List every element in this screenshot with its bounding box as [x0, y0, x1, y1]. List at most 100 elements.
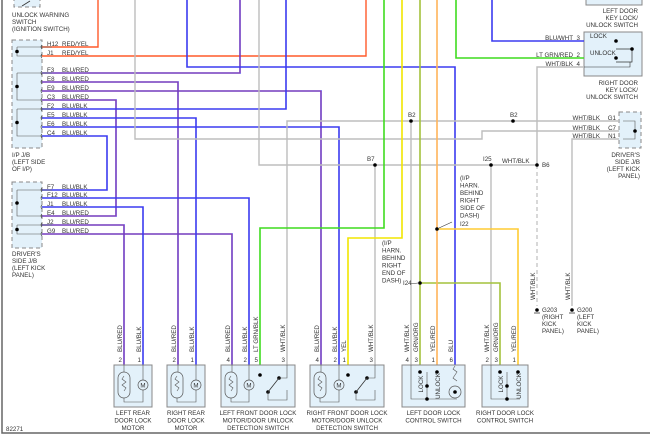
wire-label: YEL/RED — [511, 325, 518, 352]
splice-i25 — [489, 163, 493, 167]
wire-label: BLU/RED — [171, 325, 178, 352]
wire-label: BLU/RED — [314, 325, 321, 352]
pin-number: N1 — [608, 133, 616, 140]
component-label: PANEL) — [12, 272, 34, 279]
pin-number: C4 — [47, 130, 55, 137]
pin-number: 4 — [577, 61, 581, 68]
led-icon — [448, 385, 462, 399]
wire-lt-grn-red — [455, 0, 584, 59]
leader-line — [438, 221, 453, 229]
splice-label-i25: I25 — [483, 156, 492, 163]
switch-icon — [267, 377, 280, 393]
wire-c4-f7-blu-blk — [42, 135, 108, 191]
ground-g203-icon — [535, 308, 539, 312]
pin-number: C7 — [608, 125, 616, 132]
component-label: DETECTION SWITCH — [227, 425, 289, 432]
wire-wht-blk-g1 — [286, 120, 619, 365]
component-label: UNLOCK SWITCH — [586, 94, 638, 101]
wire-label: BLU/RED — [62, 85, 89, 92]
pin-number: E8 — [47, 76, 55, 83]
wire-j1-red-yel — [42, 0, 367, 57]
wire-label: YEL/RED — [430, 325, 437, 352]
switch-arm — [616, 48, 633, 63]
pin-number: F7 — [47, 184, 55, 191]
ground-label: G203 — [542, 307, 558, 314]
wire-label: WHT/BLK — [572, 133, 600, 140]
contact-label: LOCK — [418, 375, 425, 393]
pin-number: 3 — [415, 357, 419, 364]
pin-glyph — [40, 115, 43, 121]
wire-label: BLU/BLK — [62, 103, 88, 110]
wire-label: BLU/RED — [225, 325, 232, 352]
resistor-icon — [317, 375, 323, 392]
wire-grn-org-rdcs — [420, 282, 501, 365]
wire-j2-blu-red-stripe — [42, 224, 125, 365]
pin-number: 2 — [577, 52, 581, 59]
harness-note: (I/P — [382, 240, 392, 247]
wire-label: YEL — [341, 340, 348, 352]
component-label: DOOR LOCK — [114, 418, 152, 425]
wire-label: WHT/BLK — [545, 61, 573, 68]
unlock-warning-switch-box — [13, 0, 41, 8]
internal-wire — [279, 365, 288, 379]
splice-b7 — [373, 163, 377, 167]
wire-f3-blu-red-stripe — [42, 0, 241, 74]
internal-wire — [123, 390, 144, 403]
harness-note: HARN. — [460, 183, 480, 190]
harness-note: RIGHT — [382, 263, 401, 270]
internal-wire — [490, 365, 520, 400]
jumper-dot — [15, 49, 19, 54]
wire-label: GRN/ORG — [413, 322, 420, 352]
pin-number: 1 — [343, 357, 347, 364]
jumper-dot — [15, 120, 19, 125]
wire-h12-red-yel — [42, 0, 99, 48]
resistor-icon — [174, 375, 180, 392]
pin-number: E5 — [47, 112, 55, 119]
harness-note: BEHIND — [382, 255, 406, 262]
pin-number: 1 — [138, 357, 142, 364]
pin-number: 1 — [432, 357, 436, 364]
contact-dot — [505, 384, 509, 388]
wire-wht-blk-key — [536, 66, 584, 165]
contact-label: LOCK — [498, 375, 505, 393]
ground-label: (LEFT — [577, 314, 594, 321]
motor-icon-glyph: M — [336, 383, 341, 390]
internal-wire — [410, 365, 457, 400]
drivers-jb-left-box — [11, 181, 43, 249]
diagram-id: 82271 — [6, 426, 24, 433]
pin-number: 6 — [450, 357, 454, 364]
ground-label: (RIGHT — [542, 314, 564, 321]
splice-i24 — [418, 281, 422, 285]
splice-label-b2: B2 — [408, 112, 416, 119]
wire-label: BLU/BLK — [189, 326, 196, 352]
wire-label: BLU/RED — [62, 94, 89, 101]
wire-label: RED/YEL — [62, 41, 89, 48]
pin-number: J1 — [47, 50, 54, 57]
wire-label: BLU/RED — [62, 67, 89, 74]
component-label: I/P J/B — [12, 152, 30, 159]
component-label: CONTROL SWITCH — [405, 418, 461, 425]
pin-glyph — [40, 79, 43, 85]
internal-wire — [176, 390, 197, 403]
component-label: RIGHT REAR — [167, 410, 206, 417]
component-label: MOTOR — [122, 425, 145, 432]
wire-label: BLU/BLK — [62, 201, 88, 208]
contact-dot — [418, 370, 422, 374]
drivers-jb-right-box — [618, 111, 642, 149]
component-label: UNLOCK WARNING — [12, 12, 69, 19]
leader-line — [409, 282, 419, 285]
pin-number: F2 — [47, 103, 55, 110]
wire-c3-e4-blu-red-stripe — [42, 99, 117, 217]
pin-glyph — [40, 124, 43, 130]
wire-label: BLU/RED — [62, 228, 89, 235]
wire-label: WHT/BLK — [572, 125, 600, 132]
contact-dot — [614, 56, 618, 60]
component-label: (LEFT KICK — [12, 265, 46, 272]
component-label: (IGNITION SWITCH) — [12, 26, 70, 33]
component-label: KEY LOCK/ — [605, 15, 638, 22]
pin-number: 4 — [406, 357, 410, 364]
harness-note: RIGHT — [460, 198, 479, 205]
harness-note: (I/P — [460, 175, 470, 182]
